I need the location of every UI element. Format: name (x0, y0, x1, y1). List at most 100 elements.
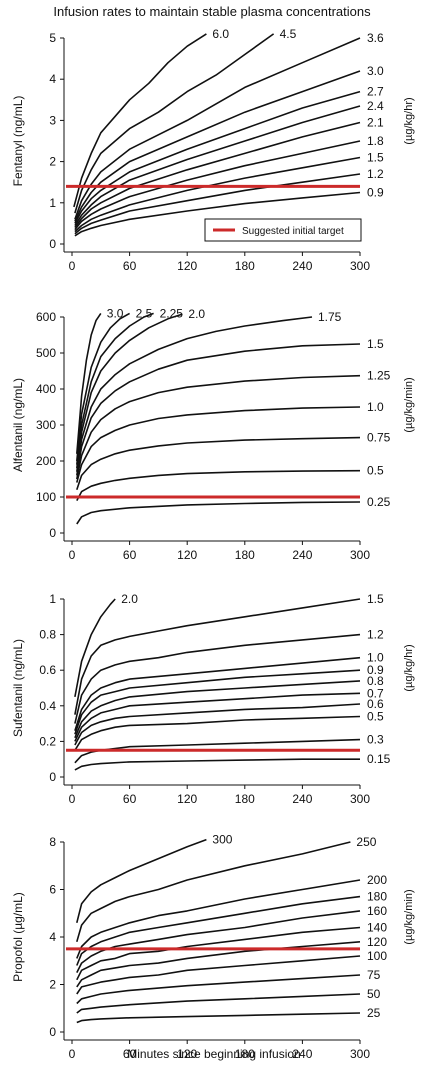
x-tick-label: 60 (123, 792, 137, 806)
series-label: 1.5 (367, 337, 384, 351)
chart-panel-4: 0 2 4 6 8 0 60 120 180 240 300 Propofol (µg/mL) (µg/… (11, 833, 415, 1061)
x-tick-label: 0 (69, 1047, 76, 1061)
series-label: 25 (367, 1006, 381, 1020)
y-tick-label: 600 (36, 310, 56, 324)
series-line (74, 680, 361, 739)
series-label: 0.9 (367, 663, 384, 677)
series-label: 1.8 (367, 134, 384, 148)
series-label: 2.5 (136, 306, 153, 320)
x-tick-label: 300 (350, 1047, 370, 1061)
series-line (74, 70, 361, 222)
x-tick-label: 180 (235, 792, 255, 806)
unit-label: (µg/kg/min) (403, 377, 415, 432)
series-label: 0.6 (367, 697, 384, 711)
x-axis-label: Minutes since beginning infusion (127, 1047, 300, 1061)
y-tick-label: 500 (36, 346, 56, 360)
series-line (76, 841, 351, 943)
unit-label: (µg/kg/min) (403, 889, 415, 944)
series-line (76, 313, 183, 469)
x-tick-label: 60 (123, 1047, 137, 1061)
x-tick-label: 60 (123, 259, 137, 273)
y-tick-label: 4 (49, 72, 56, 86)
series-label: 6.0 (212, 27, 229, 41)
chart-panel-1: 0 1 2 3 4 5 0 60 120 180 240 300 Fentanyl (ng/mL) (µg… (11, 27, 415, 273)
series-label: 0.75 (367, 431, 391, 445)
series-line (76, 501, 361, 525)
series-label: 1.2 (367, 167, 384, 181)
y-tick-label: 1 (49, 592, 56, 606)
x-tick-label: 240 (292, 1047, 312, 1061)
series-label: 0.9 (367, 186, 384, 200)
series-label: 0.15 (367, 752, 391, 766)
series-label: 2.1 (367, 116, 384, 130)
y-tick-label: 0.2 (39, 734, 56, 748)
y-tick-label: 0.4 (39, 699, 56, 713)
x-tick-label: 300 (350, 259, 370, 273)
x-tick-label: 0 (69, 548, 76, 562)
y-tick-label: 0.8 (39, 628, 56, 642)
series-line (74, 121, 361, 228)
series-line (74, 758, 360, 771)
y-tick-label: 6 (49, 883, 56, 897)
series-line (76, 469, 361, 501)
series-label: 0.3 (367, 733, 384, 747)
y-tick-label: 5 (49, 31, 56, 45)
series-line (74, 191, 361, 237)
series-line (74, 90, 361, 224)
x-tick-label: 300 (350, 548, 370, 562)
series-label: 75 (367, 968, 381, 982)
y-tick-label: 200 (36, 454, 56, 468)
series-line (74, 656, 361, 731)
x-tick-label: 240 (292, 548, 312, 562)
series-line (74, 715, 361, 751)
x-tick-label: 180 (235, 259, 255, 273)
series-label: 2.7 (367, 85, 384, 99)
series-label: 4.5 (280, 27, 297, 41)
y-tick-label: 8 (49, 835, 56, 849)
y-tick-label: 0 (49, 770, 56, 784)
y-tick-label: 0 (49, 237, 56, 251)
series-label: 0.5 (367, 464, 384, 478)
y-tick-label: 0.6 (39, 663, 56, 677)
series-label: 0.7 (367, 686, 384, 700)
series-line (76, 406, 361, 483)
series-label: 1.25 (367, 369, 391, 383)
series-line (76, 316, 313, 472)
series-label: 2.25 (160, 306, 184, 320)
series-line (76, 974, 361, 1005)
y-tick-label: 400 (36, 382, 56, 396)
x-tick-label: 240 (292, 259, 312, 273)
series-line (74, 140, 361, 231)
series-line (76, 926, 361, 981)
y-axis-label: Sufentanil (ng/mL) (11, 639, 25, 737)
series-line (74, 598, 361, 715)
series-line (74, 598, 116, 698)
series-label: 250 (356, 835, 376, 849)
series-line (76, 312, 102, 454)
series-line (74, 105, 361, 226)
x-tick-label: 120 (177, 548, 197, 562)
series-line (76, 343, 361, 476)
y-axis-label: Alfentanil (ng/mL) (11, 378, 25, 472)
series-label: 50 (367, 987, 381, 1001)
series-label: 1.2 (367, 628, 384, 642)
x-tick-label: 180 (235, 548, 255, 562)
x-tick-label: 300 (350, 792, 370, 806)
x-tick-label: 60 (123, 548, 137, 562)
series-label: 180 (367, 890, 387, 904)
series-label: 100 (367, 949, 387, 963)
series-label: 200 (367, 873, 387, 887)
figure-title: Infusion rates to maintain stable plasma… (53, 4, 371, 19)
series-line (76, 838, 207, 923)
y-tick-label: 0 (49, 1025, 56, 1039)
series-label: 1.0 (367, 400, 384, 414)
legend-label: Suggested initial target (242, 226, 344, 237)
series-label: 2.0 (188, 307, 205, 321)
x-tick-label: 0 (69, 259, 76, 273)
chart-panel-3: 0 0.2 0.4 0.6 0.8 1 0 60 120 180 240 300 Sufentanil … (11, 592, 415, 806)
series-line (73, 33, 207, 208)
x-tick-label: 240 (292, 792, 312, 806)
series-label: 2.4 (367, 99, 384, 113)
series-label: 3.0 (367, 64, 384, 78)
